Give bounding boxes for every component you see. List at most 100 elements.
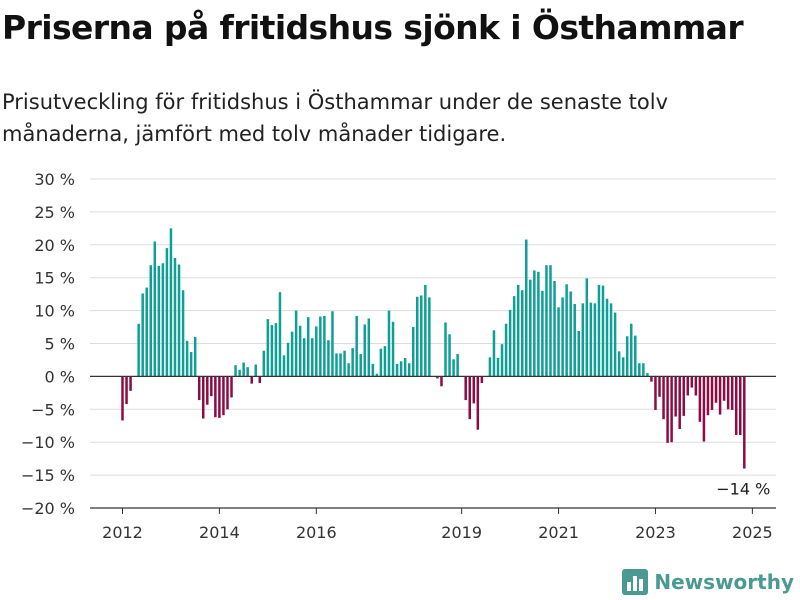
bar: [516, 284, 520, 377]
bar: [436, 376, 439, 379]
bar: [702, 376, 706, 442]
y-tick-label: 30 %: [34, 170, 75, 189]
bar: [387, 310, 391, 377]
bar: [743, 376, 746, 469]
bar: [193, 336, 197, 377]
bar: [266, 319, 270, 377]
bar: [730, 376, 734, 410]
bar: [331, 311, 334, 377]
bar: [541, 290, 544, 377]
bar: [282, 355, 286, 377]
bar: [169, 228, 173, 377]
bar: [625, 336, 629, 377]
bar: [197, 376, 201, 401]
x-tick-label: 2025: [732, 523, 773, 542]
bar: [508, 309, 512, 377]
bar: [391, 321, 395, 377]
y-tick-label: 10 %: [34, 302, 75, 321]
bar: [577, 330, 581, 377]
bar: [327, 340, 330, 377]
bar: [589, 302, 593, 377]
bar: [533, 270, 536, 377]
y-tick-label: 15 %: [34, 269, 75, 288]
bar: [496, 357, 500, 377]
bar: [739, 376, 742, 435]
data-label-last: −14 %: [716, 480, 770, 499]
bar: [621, 357, 625, 377]
bar: [464, 376, 467, 401]
bar: [189, 352, 193, 377]
bar: [654, 376, 657, 410]
bar: [537, 271, 540, 377]
bar: [343, 350, 346, 377]
bar: [634, 335, 637, 377]
bar: [121, 376, 124, 421]
bar: [323, 315, 326, 377]
bar: [315, 326, 318, 377]
bar: [452, 359, 455, 377]
bar: [557, 307, 560, 377]
chart-title: Priserna på fritidshus sjönk i Östhammar: [2, 8, 744, 47]
bar: [351, 348, 354, 377]
bar: [222, 376, 225, 416]
chart-subtitle: Prisutveckling för fritidshus i Östhamma…: [2, 90, 669, 146]
x-tick-label: 2014: [199, 523, 240, 542]
bar: [646, 373, 649, 377]
bar: [545, 265, 548, 377]
bar: [698, 376, 702, 422]
bar: [234, 365, 237, 377]
bar: [379, 348, 383, 377]
brand-logo[interactable]: Newsworthy: [622, 568, 794, 596]
bar: [440, 376, 443, 387]
bar: [674, 376, 677, 417]
bar: [246, 367, 249, 377]
bar: [347, 363, 350, 377]
bar: [718, 376, 722, 415]
bar: [306, 317, 310, 377]
bar: [722, 376, 726, 401]
bar: [605, 298, 609, 377]
y-tick-label: −20 %: [21, 499, 75, 518]
x-tick-label: 2021: [538, 523, 579, 542]
bar: [210, 376, 213, 397]
bar: [363, 324, 367, 377]
bar: [238, 369, 241, 377]
bar: [682, 376, 685, 416]
bar: [218, 376, 221, 418]
bar: [593, 303, 597, 377]
bar: [335, 353, 338, 377]
bar: [428, 297, 431, 377]
bar: [565, 284, 568, 377]
bar: [480, 376, 484, 383]
bar: [448, 334, 451, 377]
bar: [553, 280, 556, 377]
y-tick-label: 5 %: [45, 335, 75, 354]
bar: [686, 376, 690, 396]
bar: [504, 323, 508, 377]
bar: [395, 363, 399, 377]
bar: [371, 363, 375, 377]
bar: [181, 290, 185, 377]
bar: [597, 284, 601, 377]
bar: [476, 376, 480, 430]
bar: [383, 346, 387, 377]
bar: [529, 279, 532, 377]
bar: [488, 357, 492, 377]
bar: [629, 323, 633, 377]
bar: [403, 357, 407, 377]
bar: [185, 340, 189, 377]
bar: [609, 303, 613, 377]
bar: [407, 363, 411, 377]
bar: [492, 330, 496, 377]
bar: [214, 376, 217, 418]
bar: [262, 350, 266, 377]
y-tick-label: 25 %: [34, 203, 75, 222]
bar: [525, 239, 528, 377]
bar: [319, 316, 322, 377]
bar: [666, 376, 669, 443]
bar: [613, 312, 617, 377]
bar: [573, 304, 576, 377]
bar: [662, 376, 665, 420]
bar: [714, 376, 718, 403]
bar: [226, 376, 229, 410]
